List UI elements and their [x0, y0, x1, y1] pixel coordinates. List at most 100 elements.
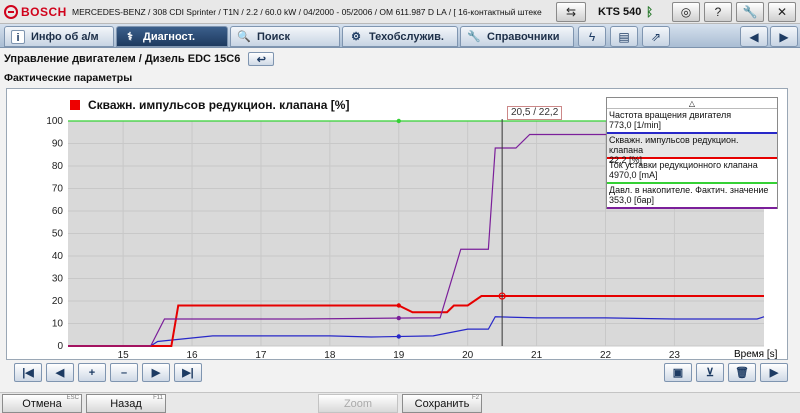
wrench-icon: 🔧 [467, 30, 481, 43]
chart-legend: △ Частота вращения двигателя 773,0 [1/mi… [606, 97, 778, 209]
page-subtitle: Фактические параметры [4, 72, 133, 84]
book-icon: ▤ [618, 29, 630, 44]
tab-scroll-right[interactable]: ▶ [770, 26, 798, 47]
skip-end-icon: ▶| [182, 367, 194, 379]
vehicle-info: MERCEDES-BENZ / 308 CDI Sprinter / T1N /… [72, 6, 542, 17]
x-tick-label: 22 [600, 350, 612, 361]
cancel-button[interactable]: Отмена ESC [2, 394, 82, 413]
close-icon: ✕ [776, 5, 788, 19]
globe-settings-button[interactable]: ◎ [672, 2, 700, 22]
plus-icon: + [88, 366, 96, 379]
tab-maintenance[interactable]: ⚙ Техобслужив. [342, 26, 458, 47]
external-link-icon: ⇗ [650, 29, 662, 44]
delete-button[interactable]: 🗑 [728, 363, 756, 382]
tab-electric[interactable]: ϟ [578, 26, 606, 47]
chart-control-bar: |◀ ◀ + – ▶ ▶| ▣ ⊻ 🗑 ▶ [14, 363, 788, 383]
cursor-marker [498, 292, 506, 300]
arrow-right-icon: ▶ [779, 29, 789, 44]
zoom-button[interactable]: Zoom [318, 394, 398, 413]
play-icon: ▶ [769, 367, 779, 379]
tab-label: Справочники [487, 30, 560, 43]
zoom-label: Zoom [343, 397, 373, 410]
zoom-in-button[interactable]: + [78, 363, 106, 382]
search-icon: 🔍 [237, 30, 251, 43]
legend-item[interactable]: Частота вращения двигателя 773,0 [1/min] [607, 109, 777, 134]
series-marker [396, 334, 401, 339]
play-button[interactable]: ▶ [760, 363, 788, 382]
chart-settings-button[interactable]: ⊻ [696, 363, 724, 382]
arrow-left-icon: ◀ [749, 29, 759, 44]
page-title: Управление двигателем / Дизель EDC 15C6 [4, 53, 241, 65]
save-button[interactable]: Сохранить F2 [402, 394, 482, 413]
wrench-icon: 🔧 [742, 5, 758, 19]
tab-search[interactable]: 🔍 Поиск [230, 26, 340, 47]
help-icon: ? [714, 5, 722, 19]
y-tick-label: 0 [57, 341, 63, 352]
chart-settings-icon: ⊻ [705, 367, 715, 379]
swap-arrow-icon: ⇆ [565, 5, 577, 19]
x-tick-label: 18 [324, 350, 336, 361]
arrow-left-icon: ◀ [55, 367, 65, 379]
x-axis-label: Время [s] [734, 349, 778, 360]
bluetooth-icon: ᛒ [646, 5, 654, 19]
close-window-button[interactable]: ✕ [768, 2, 796, 22]
step-forward-button[interactable]: ▶ [142, 363, 170, 382]
legend-series-value: 773,0 [1/min] [609, 120, 662, 130]
tab-manual[interactable]: ▤ [610, 26, 638, 47]
tab-diagnosis[interactable]: ⚕ Диагност. [116, 26, 228, 47]
x-tick-label: 16 [186, 350, 198, 361]
title-bar: BOSCH MERCEDES-BENZ / 308 CDI Sprinter /… [0, 0, 800, 24]
step-back-button[interactable]: ◀ [46, 363, 74, 382]
tab-scroll-left[interactable]: ◀ [740, 26, 768, 47]
section-header: Управление двигателем / Дизель EDC 15C6 … [0, 50, 800, 68]
go-to-start-button[interactable]: |◀ [14, 363, 42, 382]
footer-bar: Отмена ESC Назад F11 Zoom Сохранить F2 [0, 392, 800, 413]
tab-label: Техобслужив. [369, 30, 444, 43]
tab-vehicle-info[interactable]: i Инфо об а/м [4, 26, 114, 47]
legend-item[interactable]: Давл. в накопителе. Фактич. значение 353… [607, 184, 777, 209]
y-tick-label: 20 [52, 296, 64, 307]
skip-start-icon: |◀ [22, 367, 34, 379]
back-button[interactable]: Назад F11 [86, 394, 166, 413]
legend-item[interactable]: Ток уставки редукционного клапана 4970,0… [607, 159, 777, 184]
legend-series-name: Давл. в накопителе. Фактич. значение [609, 185, 769, 195]
y-tick-label: 100 [46, 116, 63, 127]
cancel-label: Отмена [22, 397, 62, 410]
legend-series-value: 353,0 [бар] [609, 195, 654, 205]
x-tick-label: 23 [669, 350, 681, 361]
y-tick-label: 30 [52, 274, 64, 285]
y-tick-label: 10 [52, 319, 64, 330]
legend-series-name: Ток уставки редукционного клапана [609, 160, 758, 170]
tab-reference[interactable]: 🔧 Справочники [460, 26, 574, 47]
x-tick-label: 20 [462, 350, 474, 361]
tab-label: Инфо об а/м [31, 30, 99, 43]
tab-label: Поиск [257, 30, 291, 43]
info-icon: i [11, 29, 25, 44]
return-arrow-icon: ↩ [256, 53, 266, 66]
section-back-button[interactable]: ↩ [248, 52, 275, 66]
tools-button[interactable]: 🔧 [736, 2, 764, 22]
zoom-out-button[interactable]: – [110, 363, 138, 382]
diagnosis-icon: ⚕ [127, 30, 133, 43]
y-tick-label: 70 [52, 184, 64, 195]
tab-export[interactable]: ⇗ [642, 26, 670, 47]
x-tick-label: 21 [531, 350, 543, 361]
y-tick-label: 80 [52, 161, 64, 172]
legend-series-value: 22,2 [%] [609, 155, 643, 165]
legend-collapse-button[interactable]: △ [607, 98, 777, 109]
gear-icon: ⚙ [351, 30, 361, 43]
chart-title: Скважн. импульсов редукцион. клапана [%] [70, 98, 349, 112]
x-tick-label: 15 [118, 350, 130, 361]
save-recording-button[interactable]: ▣ [664, 363, 692, 382]
brand-name: BOSCH [21, 4, 67, 19]
series-line [68, 295, 764, 347]
globe-icon: ◎ [680, 5, 692, 19]
go-to-end-button[interactable]: ▶| [174, 363, 202, 382]
help-button[interactable]: ? [704, 2, 732, 22]
y-tick-label: 50 [52, 229, 64, 240]
legend-series-name: Скважн. импульсов редукцион. клапана [609, 135, 739, 155]
trash-icon: 🗑 [735, 367, 749, 379]
save-shortcut: F2 [471, 395, 479, 401]
legend-item-selected[interactable]: Скважн. импульсов редукцион. клапана 22,… [607, 134, 777, 165]
swap-arrow-button[interactable]: ⇆ [556, 2, 586, 22]
